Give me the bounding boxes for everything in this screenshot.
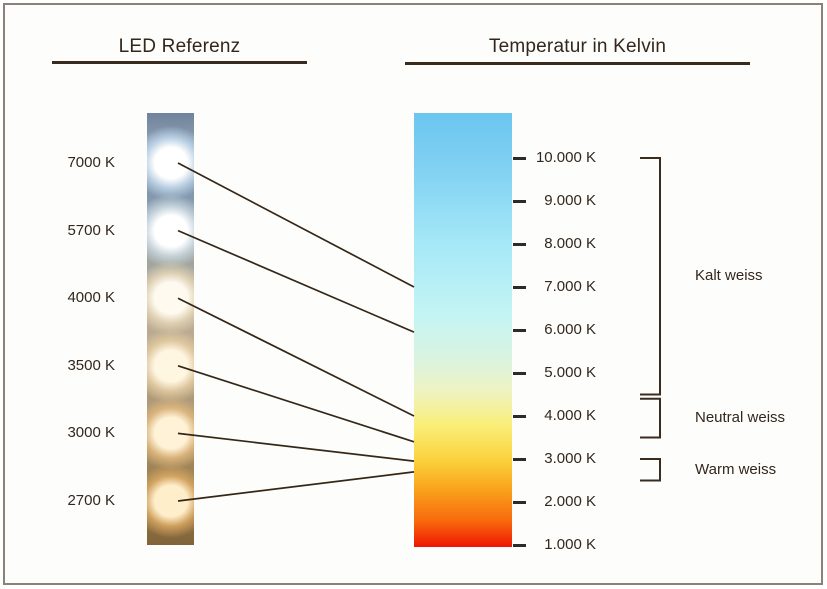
kelvin-tick-mark	[513, 543, 526, 547]
zone-label: Neutral weiss	[695, 409, 786, 427]
kelvin-tick-label: 9.000 K	[544, 192, 596, 209]
led-light-glow	[147, 396, 194, 471]
led-kelvin-label: 3000 K	[67, 424, 115, 442]
led-light-glow	[147, 126, 194, 200]
led-light-glow	[147, 464, 194, 538]
led-kelvin-label: 3500 K	[67, 356, 115, 374]
kelvin-scale-title: Temperatur in Kelvin	[488, 36, 667, 57]
connector-line	[177, 471, 415, 502]
led-light-glow	[147, 261, 194, 336]
kelvin-tick-mark	[513, 500, 526, 504]
kelvin-tick-mark	[513, 457, 526, 461]
kelvin-tick-mark	[513, 199, 526, 203]
zone-bracket	[640, 397, 661, 439]
kelvin-tick-label: 3.000 K	[544, 450, 596, 467]
kelvin-scale-title-underline	[405, 62, 750, 65]
kelvin-tick-label: 2.000 K	[544, 493, 596, 510]
zone-label: Warm weiss	[695, 460, 777, 478]
led-kelvin-label: 5700 K	[67, 221, 115, 239]
kelvin-tick-label: 10.000 K	[535, 149, 596, 166]
kelvin-tick-label: 7.000 K	[544, 278, 596, 295]
zone-bracket	[640, 157, 661, 396]
kelvin-gradient-bar	[414, 113, 512, 547]
zone-label: Kalt weiss	[695, 267, 763, 285]
connector-line	[177, 364, 415, 443]
led-kelvin-label: 2700 K	[67, 492, 115, 509]
kelvin-tick-mark	[513, 285, 526, 289]
connector-line	[177, 229, 415, 333]
connector-line	[177, 432, 415, 462]
kelvin-tick-mark	[513, 156, 526, 160]
zone-bracket	[640, 458, 661, 482]
kelvin-tick-mark	[513, 371, 526, 375]
kelvin-tick-label: 5.000 K	[544, 364, 596, 381]
led-strip-photo	[147, 113, 194, 545]
kelvin-tick-label: 1.000 K	[544, 536, 596, 553]
kelvin-tick-label: 6.000 K	[544, 321, 596, 338]
led-light-glow	[147, 328, 194, 403]
led-light-glow	[147, 193, 194, 268]
kelvin-tick-label: 8.000 K	[544, 235, 596, 252]
led-kelvin-label: 4000 K	[67, 289, 115, 307]
kelvin-tick-label: 4.000 K	[544, 407, 596, 424]
led-reference-title: LED Referenz	[118, 36, 241, 57]
kelvin-tick-mark	[513, 414, 526, 418]
kelvin-tick-mark	[513, 328, 526, 332]
connector-line	[177, 297, 415, 417]
led-kelvin-label: 7000 K	[67, 154, 115, 171]
led-reference-title-underline	[52, 61, 307, 64]
kelvin-tick-mark	[513, 242, 526, 246]
connector-line	[177, 162, 415, 288]
